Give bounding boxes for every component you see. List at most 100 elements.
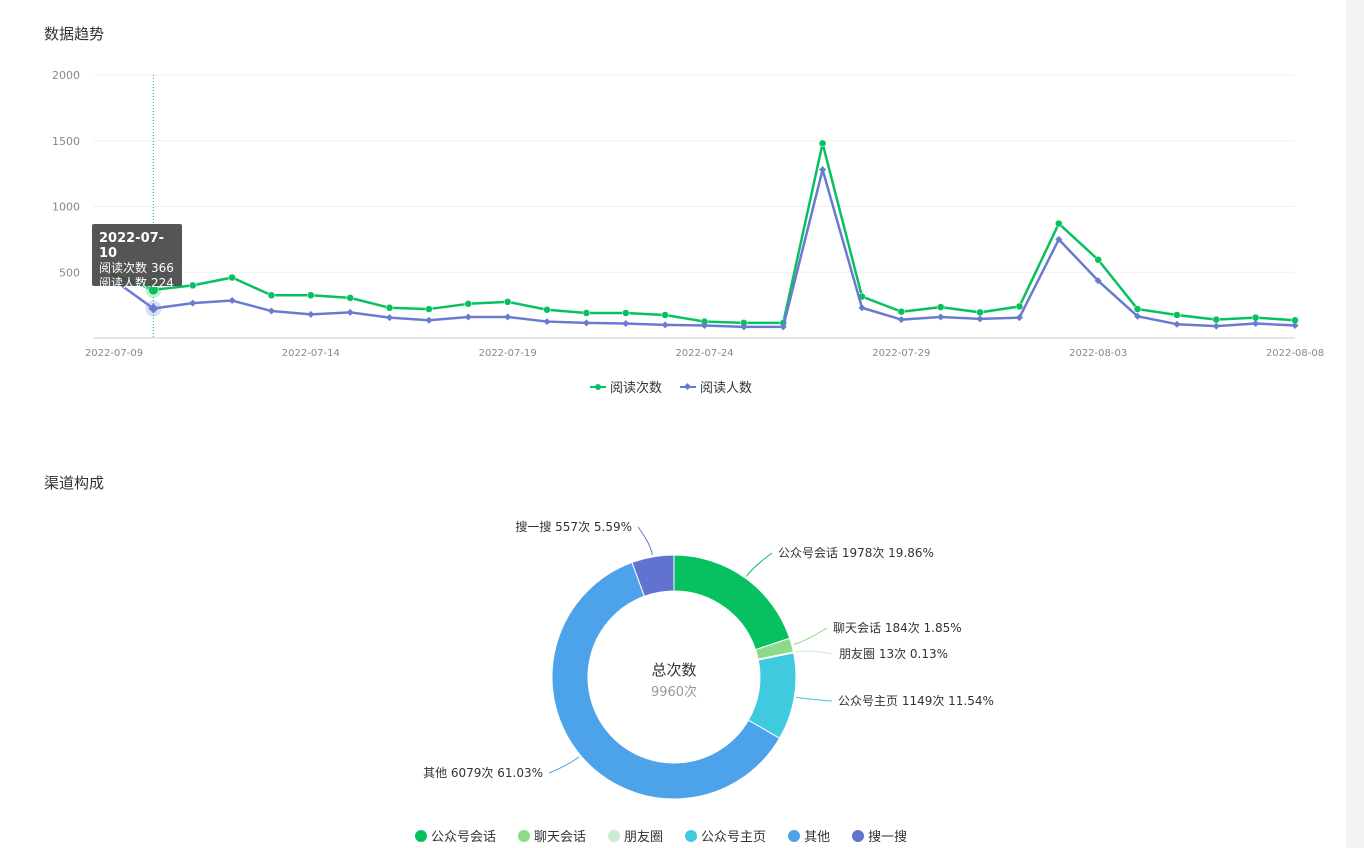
legend-line-circle-icon — [590, 381, 606, 393]
leader-line — [795, 650, 834, 655]
leader-line — [793, 627, 828, 646]
donut-center-title: 总次数 — [651, 661, 696, 679]
data-point — [1133, 305, 1142, 313]
data-point — [582, 319, 590, 327]
y-tick-label: 500 — [59, 266, 80, 279]
data-point — [464, 300, 473, 308]
legend-label: 公众号会话 — [431, 830, 497, 845]
series-line — [113, 142, 1296, 325]
data-point — [1212, 315, 1221, 324]
data-point — [661, 311, 669, 319]
donut-chart-legend: 公众号会话 聊天会话 朋友圈 公众号主页 其他 搜一搜 — [415, 826, 907, 845]
data-point — [582, 309, 591, 317]
data-point — [1055, 235, 1063, 243]
x-tick-label: 2022-07-19 — [479, 348, 537, 359]
x-tick-label: 2022-07-24 — [675, 348, 733, 359]
data-point — [543, 318, 551, 326]
tooltip-value: 366 — [151, 261, 174, 275]
donut-chart[interactable]: 公众号会话 1978次 19.86% 聊天会话 184次 1.85% 朋友圈 13次… — [0, 500, 1346, 830]
x-tick-label: 2022-07-29 — [872, 348, 930, 359]
data-point — [1252, 320, 1260, 328]
x-tick-label: 2022-07-09 — [85, 348, 143, 359]
legend-dot-icon — [518, 829, 531, 842]
data-point — [228, 297, 236, 305]
scrollbar-track[interactable] — [1346, 0, 1364, 848]
donut-slice[interactable] — [631, 554, 675, 597]
trend-section-title: 数据趋势 — [44, 25, 105, 43]
data-point — [464, 313, 472, 321]
legend-label: 阅读次数 — [610, 381, 663, 396]
data-point — [818, 139, 827, 148]
data-point — [819, 166, 827, 174]
data-point — [897, 307, 906, 316]
legend-item-official-session[interactable]: 公众号会话 — [415, 826, 496, 845]
donut-slice[interactable] — [551, 561, 781, 800]
legend-item-chat-session[interactable]: 聊天会话 — [518, 826, 586, 845]
channel-section-title: 渠道构成 — [44, 474, 105, 492]
y-tick-label: 1500 — [52, 135, 80, 148]
legend-item-read-count[interactable]: 阅读次数 — [590, 377, 662, 396]
x-tick-label: 2022-08-03 — [1069, 348, 1127, 359]
legend-item-other[interactable]: 其他 — [788, 826, 830, 845]
line-chart-legend: 阅读次数 阅读人数 — [590, 377, 752, 396]
legend-label: 搜一搜 — [868, 830, 908, 845]
legend-label: 阅读人数 — [700, 381, 753, 396]
data-point — [267, 291, 276, 300]
slice-label: 公众号主页 1149次 11.54% — [838, 694, 994, 708]
tooltip-row-read-users: 阅读人数 224 — [99, 276, 182, 291]
legend-line-diamond-icon — [680, 381, 697, 393]
data-point — [386, 314, 394, 322]
slice-label: 公众号会话 1978次 19.86% — [778, 546, 934, 560]
data-point — [897, 316, 905, 324]
series-line — [113, 168, 1296, 329]
data-point — [1094, 277, 1102, 285]
data-point — [1291, 322, 1299, 330]
legend-item-search[interactable]: 搜一搜 — [852, 826, 907, 845]
data-point — [976, 308, 984, 317]
legend-label: 其他 — [804, 830, 831, 845]
data-point — [976, 315, 984, 323]
y-tick-label: 1000 — [52, 201, 80, 214]
data-point — [1015, 302, 1024, 311]
data-point — [425, 316, 433, 324]
legend-item-official-home[interactable]: 公众号主页 — [685, 826, 766, 845]
leader-line — [796, 696, 833, 702]
data-point — [1134, 312, 1142, 320]
x-tick-label: 2022-08-08 — [1266, 348, 1324, 359]
data-point — [504, 313, 512, 321]
data-point — [425, 305, 433, 313]
legend-dot-icon — [852, 829, 865, 842]
slice-label: 朋友圈 13次 0.13% — [839, 647, 948, 661]
x-tick-label: 2022-07-14 — [282, 348, 340, 359]
tooltip-row-read-count: 阅读次数 366 — [99, 261, 182, 276]
tooltip-label: 阅读次数 — [99, 261, 148, 275]
data-point — [858, 304, 866, 312]
data-point — [1212, 322, 1220, 330]
legend-dot-icon — [685, 829, 698, 842]
data-point — [148, 303, 159, 314]
tooltip-value: 224 — [151, 276, 174, 290]
slice-label: 其他 6079次 61.03% — [423, 766, 543, 780]
slice-label: 搜一搜 557次 5.59% — [515, 519, 632, 534]
data-point — [1094, 256, 1102, 264]
legend-item-read-users[interactable]: 阅读人数 — [680, 377, 752, 396]
data-point — [622, 309, 630, 317]
leader-line — [746, 552, 773, 577]
data-point — [228, 273, 236, 282]
line-chart[interactable]: 2000 1500 1000 500 2022-07-09 2022-07-14 2022-… — [0, 0, 1346, 370]
donut-slice[interactable] — [673, 554, 791, 651]
data-point — [1173, 311, 1181, 319]
leader-line — [548, 756, 580, 774]
data-point — [1015, 314, 1023, 322]
data-point — [701, 322, 708, 330]
data-point — [385, 304, 394, 312]
chart-tooltip: 2022-07-10 阅读次数 366 阅读人数 224 — [92, 224, 182, 290]
data-point — [307, 291, 315, 300]
data-point — [661, 321, 669, 329]
tooltip-date: 2022-07-10 — [99, 231, 165, 261]
data-point — [503, 298, 512, 306]
data-point — [1055, 219, 1063, 228]
legend-item-moments[interactable]: 朋友圈 — [608, 826, 663, 845]
tooltip-label: 阅读人数 — [99, 276, 148, 290]
